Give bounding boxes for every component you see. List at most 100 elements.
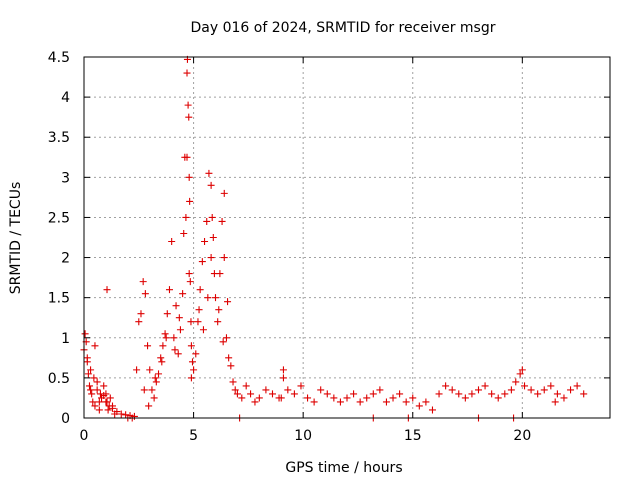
data-point bbox=[224, 298, 232, 306]
data-point bbox=[227, 362, 235, 370]
data-point bbox=[435, 390, 443, 398]
data-point bbox=[81, 330, 89, 338]
data-point bbox=[158, 358, 166, 366]
data-point bbox=[255, 394, 263, 402]
data-point bbox=[409, 394, 417, 402]
x-tick-label: 0 bbox=[80, 428, 89, 444]
data-point bbox=[209, 234, 217, 241]
data-point bbox=[91, 342, 99, 350]
data-point bbox=[363, 394, 371, 402]
data-point bbox=[84, 370, 92, 378]
y-tick-label: 0.5 bbox=[48, 371, 70, 387]
data-point bbox=[172, 302, 180, 310]
data-point bbox=[507, 386, 515, 394]
data-point bbox=[199, 326, 207, 334]
data-point bbox=[170, 334, 178, 342]
data-point bbox=[150, 394, 158, 402]
data-point bbox=[203, 217, 211, 225]
data-point bbox=[553, 390, 561, 398]
data-point bbox=[96, 390, 104, 398]
data-point bbox=[196, 286, 204, 294]
data-point bbox=[262, 386, 270, 394]
data-point bbox=[317, 386, 325, 394]
data-point bbox=[192, 350, 200, 358]
data-point bbox=[304, 394, 312, 402]
data-point bbox=[174, 350, 182, 358]
data-point bbox=[198, 258, 206, 266]
data-point bbox=[176, 326, 184, 334]
data-point bbox=[468, 390, 476, 398]
data-point bbox=[155, 370, 163, 378]
data-point bbox=[219, 338, 227, 346]
data-point bbox=[428, 406, 436, 414]
grid-layer bbox=[84, 57, 610, 418]
data-point bbox=[389, 394, 397, 402]
data-point bbox=[104, 406, 112, 414]
data-point bbox=[215, 306, 223, 314]
y-tick-label: 1 bbox=[61, 331, 70, 347]
data-point bbox=[88, 390, 96, 398]
data-point bbox=[152, 378, 160, 386]
data-point bbox=[242, 382, 250, 390]
data-point bbox=[442, 382, 450, 390]
data-point bbox=[218, 217, 226, 225]
data-point bbox=[185, 113, 193, 121]
data-point bbox=[350, 390, 358, 398]
data-point bbox=[214, 318, 222, 326]
data-point bbox=[163, 310, 171, 318]
data-point bbox=[103, 286, 111, 294]
data-point bbox=[137, 310, 145, 318]
data-point bbox=[220, 254, 228, 262]
data-point bbox=[290, 390, 298, 398]
data-point bbox=[151, 374, 159, 382]
data-point bbox=[231, 386, 239, 394]
data-point bbox=[95, 406, 103, 414]
ticks-layer: 0 0.5 1 1.5 2 2.5 3 3.5 4 4.5 0 5 10 15 20 bbox=[48, 50, 610, 444]
x-tick-label: 5 bbox=[189, 428, 198, 444]
data-point bbox=[547, 382, 555, 390]
data-point bbox=[83, 354, 91, 362]
data-point bbox=[356, 398, 364, 406]
points-layer bbox=[80, 55, 588, 422]
data-point bbox=[277, 394, 285, 402]
data-point bbox=[146, 366, 154, 374]
data-point bbox=[573, 382, 581, 390]
data-point bbox=[402, 398, 410, 406]
data-point bbox=[188, 358, 196, 366]
data-point bbox=[100, 392, 108, 400]
data-point bbox=[527, 386, 535, 394]
data-point bbox=[284, 386, 292, 394]
data-point bbox=[534, 390, 542, 398]
data-point bbox=[494, 394, 502, 402]
plot-frame bbox=[83, 56, 611, 419]
data-point bbox=[551, 398, 559, 406]
data-point bbox=[233, 390, 241, 398]
data-point bbox=[205, 169, 213, 177]
data-point bbox=[336, 398, 344, 406]
data-point bbox=[540, 386, 548, 394]
data-point bbox=[194, 318, 202, 326]
data-point bbox=[396, 390, 404, 398]
x-axis-label: GPS time / hours bbox=[285, 460, 402, 476]
data-point bbox=[106, 394, 114, 402]
data-point bbox=[268, 390, 276, 398]
data-point bbox=[225, 354, 233, 362]
data-point bbox=[187, 318, 195, 326]
data-point bbox=[185, 270, 193, 278]
y-tick-label: 4.5 bbox=[48, 50, 70, 66]
data-point bbox=[165, 286, 173, 294]
data-point bbox=[182, 213, 190, 221]
data-point bbox=[212, 294, 219, 302]
data-point bbox=[190, 366, 198, 374]
data-point bbox=[422, 398, 430, 406]
data-point bbox=[560, 394, 568, 402]
data-point bbox=[229, 378, 237, 386]
data-point bbox=[204, 294, 212, 302]
data-point bbox=[168, 238, 176, 246]
data-point bbox=[195, 306, 203, 314]
data-point bbox=[183, 153, 191, 161]
chart-title: Day 016 of 2024, SRMTID for receiver msg… bbox=[191, 20, 496, 36]
data-point bbox=[108, 404, 116, 412]
data-point bbox=[187, 342, 195, 350]
data-point bbox=[222, 334, 230, 342]
